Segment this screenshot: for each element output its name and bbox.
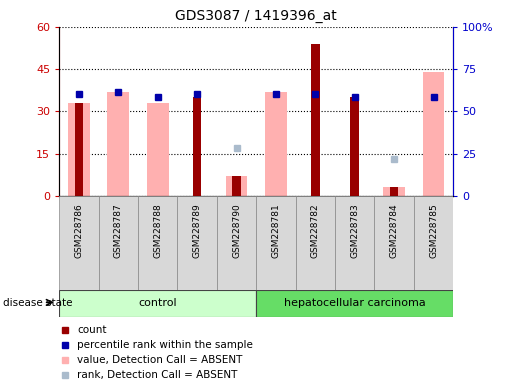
Bar bbox=[350, 97, 359, 196]
Bar bbox=[68, 103, 90, 196]
Bar bbox=[311, 44, 320, 196]
Bar bbox=[414, 196, 453, 290]
Bar bbox=[296, 196, 335, 290]
Bar bbox=[193, 97, 201, 196]
Text: GSM228785: GSM228785 bbox=[429, 204, 438, 258]
Bar bbox=[374, 196, 414, 290]
Text: value, Detection Call = ABSENT: value, Detection Call = ABSENT bbox=[77, 355, 243, 365]
Text: GSM228789: GSM228789 bbox=[193, 204, 201, 258]
Bar bbox=[75, 103, 83, 196]
Text: GSM228788: GSM228788 bbox=[153, 204, 162, 258]
Text: GSM228782: GSM228782 bbox=[311, 204, 320, 258]
Text: GSM228790: GSM228790 bbox=[232, 204, 241, 258]
Title: GDS3087 / 1419396_at: GDS3087 / 1419396_at bbox=[175, 9, 337, 23]
Bar bbox=[232, 176, 241, 196]
Text: disease state: disease state bbox=[3, 298, 72, 308]
Text: hepatocellular carcinoma: hepatocellular carcinoma bbox=[284, 298, 425, 308]
Text: percentile rank within the sample: percentile rank within the sample bbox=[77, 340, 253, 350]
Bar bbox=[265, 92, 287, 196]
Text: GSM228786: GSM228786 bbox=[75, 204, 83, 258]
Text: GSM228787: GSM228787 bbox=[114, 204, 123, 258]
Text: GSM228784: GSM228784 bbox=[390, 204, 399, 258]
Text: count: count bbox=[77, 325, 107, 335]
Bar bbox=[138, 196, 177, 290]
Bar bbox=[383, 187, 405, 196]
Bar bbox=[217, 196, 256, 290]
Bar bbox=[335, 196, 374, 290]
Bar bbox=[59, 290, 256, 317]
Bar bbox=[147, 103, 168, 196]
Bar bbox=[59, 196, 99, 290]
Text: rank, Detection Call = ABSENT: rank, Detection Call = ABSENT bbox=[77, 370, 237, 380]
Bar bbox=[256, 196, 296, 290]
Text: GSM228783: GSM228783 bbox=[350, 204, 359, 258]
Bar bbox=[390, 187, 399, 196]
Bar bbox=[99, 196, 138, 290]
Bar bbox=[108, 92, 129, 196]
Bar bbox=[256, 290, 453, 317]
Text: GSM228781: GSM228781 bbox=[271, 204, 280, 258]
Bar bbox=[226, 176, 247, 196]
Text: control: control bbox=[139, 298, 177, 308]
Bar bbox=[177, 196, 217, 290]
Bar bbox=[423, 72, 444, 196]
